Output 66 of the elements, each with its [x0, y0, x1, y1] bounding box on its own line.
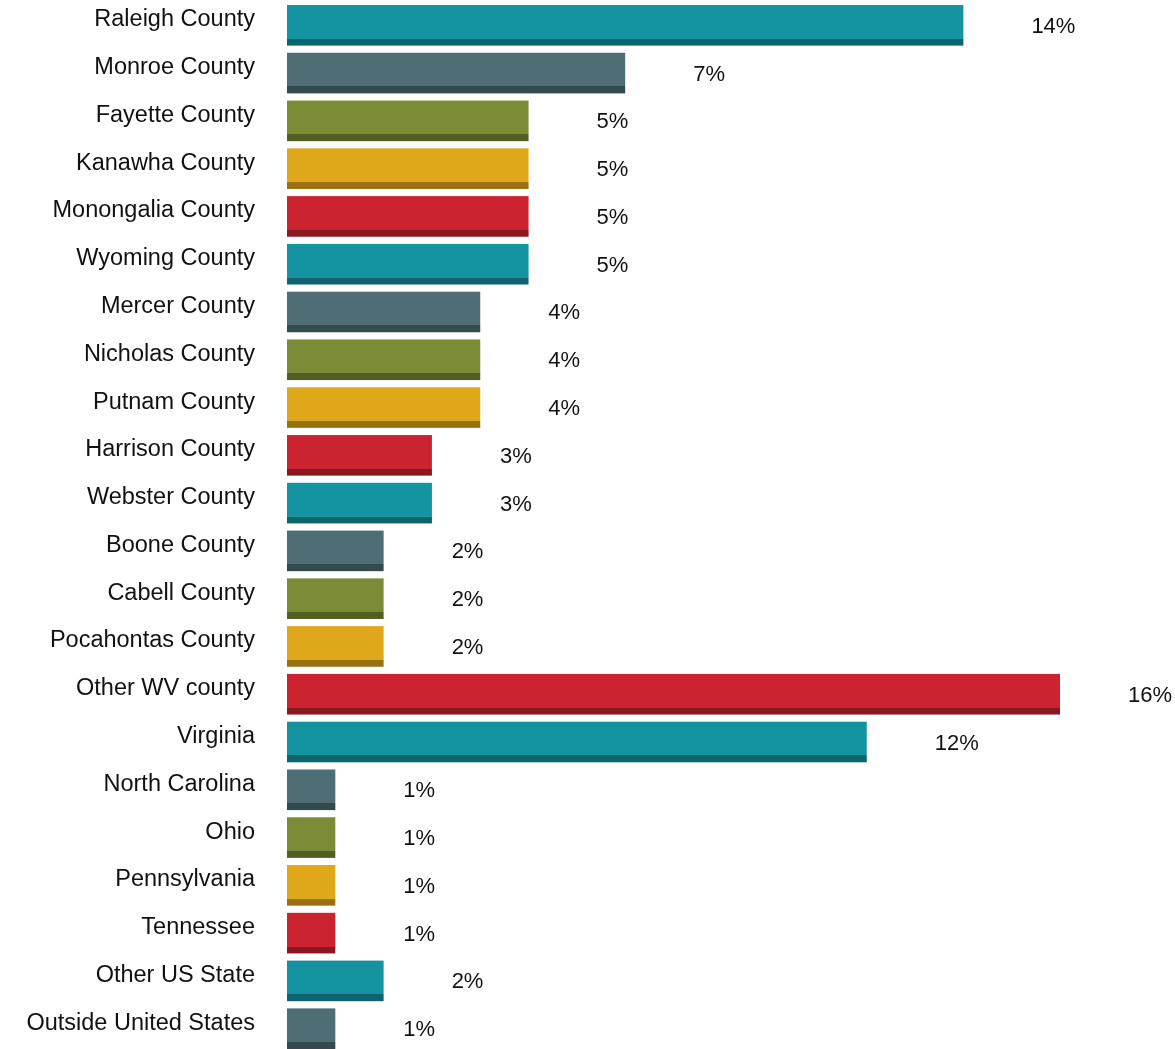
data-label: 1% — [403, 777, 436, 803]
bar — [287, 100, 529, 142]
y-tick-label: Monroe County — [94, 53, 256, 80]
y-tick-label: Mercer County — [100, 291, 256, 318]
data-label: 4% — [548, 299, 581, 325]
y-tick-label: Other WV county — [76, 674, 256, 701]
y-tick-label: Virginia — [177, 722, 256, 749]
bar — [287, 339, 481, 381]
bar — [287, 291, 481, 333]
bar — [287, 196, 529, 237]
bar — [287, 387, 481, 428]
y-tick-label: Other US State — [95, 960, 255, 987]
y-tick-label: Tennessee — [141, 913, 255, 940]
y-tick-label: Webster County — [86, 483, 256, 510]
y-tick-label: Fayette County — [95, 100, 256, 127]
bar — [287, 1008, 336, 1049]
data-label: 5% — [596, 251, 629, 277]
data-label: 5% — [596, 203, 629, 229]
data-label: 12% — [934, 729, 979, 755]
bar — [287, 148, 529, 189]
bar — [287, 578, 384, 619]
y-tick-label: Nicholas County — [83, 339, 256, 366]
y-tick-label: Monongalia County — [52, 196, 256, 223]
data-label: 3% — [499, 490, 532, 516]
data-label: 4% — [548, 347, 581, 373]
bar — [287, 482, 432, 524]
data-label: 2% — [451, 968, 484, 994]
y-tick-label: Outside United States — [26, 1008, 255, 1035]
y-tick-label: Kanawha County — [76, 148, 256, 175]
data-label: 5% — [596, 156, 629, 182]
bar — [287, 530, 384, 572]
y-tick-label: Pennsylvania — [115, 865, 256, 892]
data-label: 1% — [403, 825, 436, 851]
bar — [287, 817, 336, 858]
bar — [287, 435, 432, 476]
y-tick-label: Raleigh County — [94, 5, 256, 32]
bar — [287, 960, 384, 1002]
y-tick-label: Wyoming County — [76, 244, 256, 271]
bar — [287, 721, 867, 763]
y-tick-label: Ohio — [205, 817, 255, 844]
data-label: 1% — [403, 872, 436, 898]
data-label: 7% — [693, 60, 725, 86]
y-tick-label: Pocahontas County — [49, 626, 256, 653]
bar — [287, 243, 529, 285]
bar — [287, 673, 1060, 715]
data-label: 1% — [403, 920, 436, 946]
data-label: 2% — [451, 633, 484, 659]
data-label: 1% — [403, 1016, 436, 1042]
data-label: 16% — [1128, 681, 1173, 707]
bar — [287, 5, 964, 46]
y-tick-label: Putnam County — [93, 387, 256, 414]
data-label: 5% — [596, 108, 629, 134]
data-label: 2% — [451, 538, 484, 564]
bar — [287, 52, 626, 94]
y-tick-label: Boone County — [106, 530, 256, 557]
y-tick-label: Cabell County — [107, 578, 256, 605]
data-label: 2% — [451, 586, 484, 612]
bar — [287, 626, 384, 667]
y-tick-label: North Carolina — [103, 769, 256, 796]
bar — [287, 912, 336, 954]
bar — [287, 865, 336, 906]
data-label: 14% — [1031, 12, 1076, 38]
data-label: 4% — [548, 395, 581, 421]
data-label: 3% — [499, 442, 532, 468]
y-tick-label: Harrison County — [85, 435, 256, 462]
bar — [287, 769, 336, 811]
